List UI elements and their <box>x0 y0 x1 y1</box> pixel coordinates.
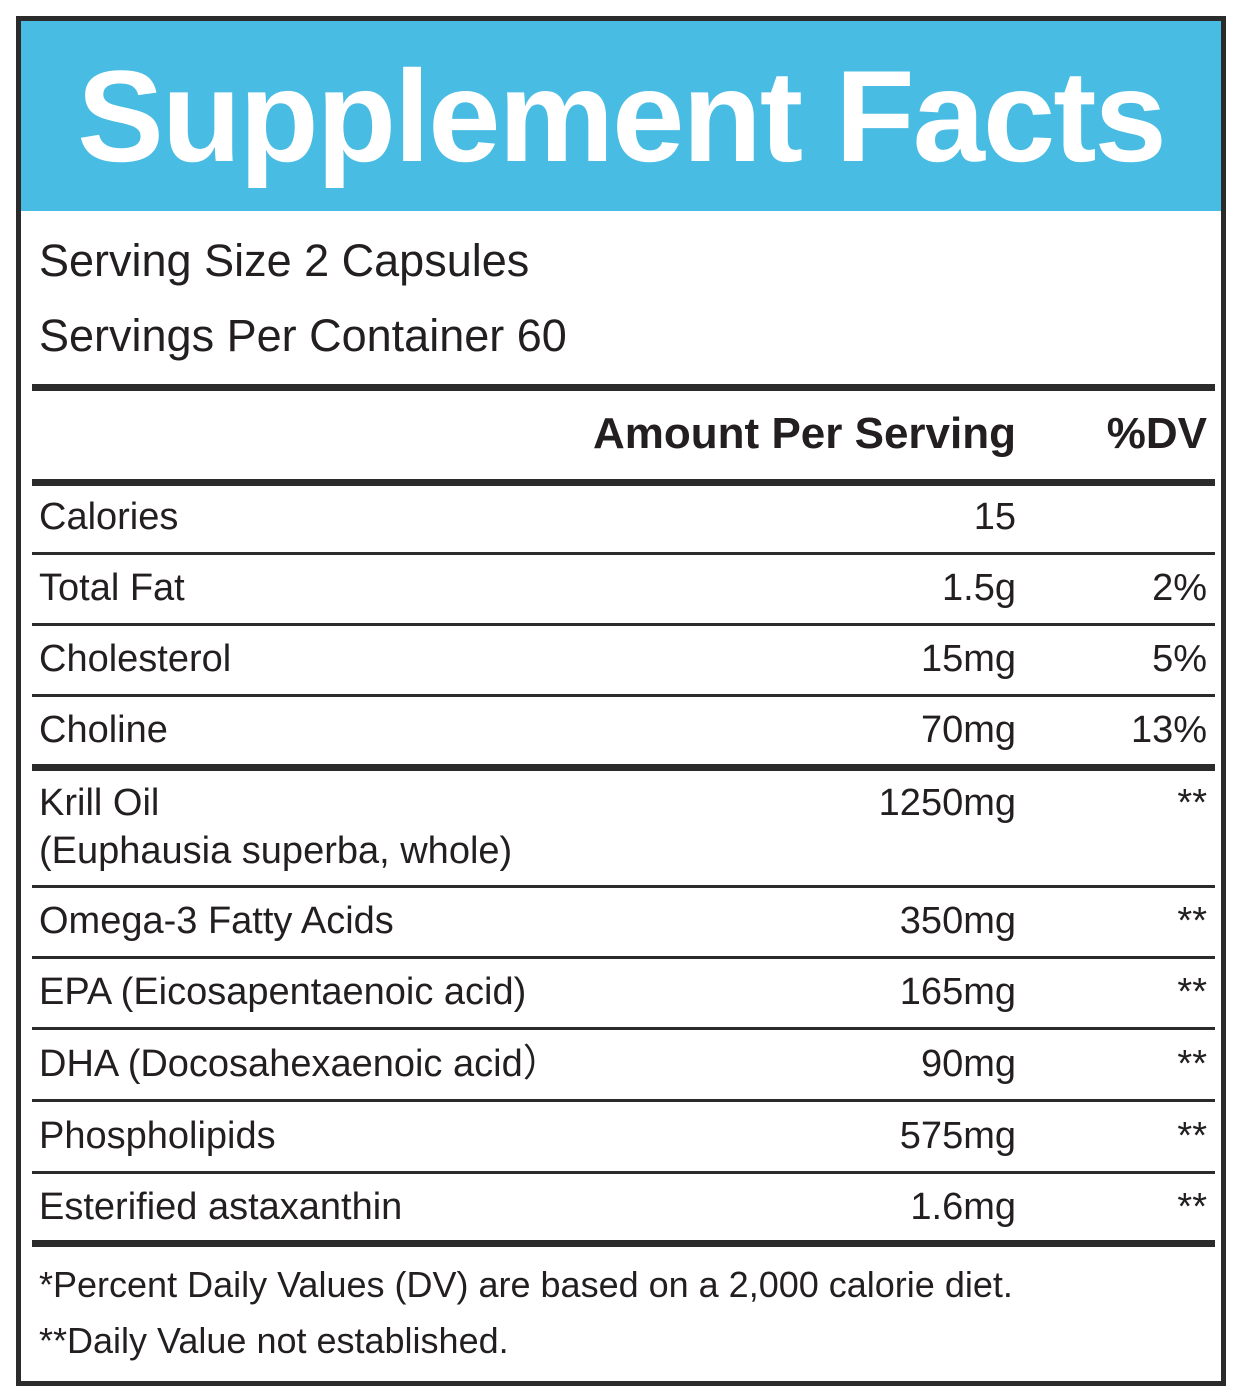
row-divider <box>32 1099 1215 1102</box>
divider-thick <box>32 1240 1215 1247</box>
nutrient-name: Omega-3 Fatty Acids <box>39 900 394 942</box>
nutrient-dv: ** <box>1177 1186 1207 1228</box>
serving-size: Serving Size 2 Capsules <box>39 235 530 286</box>
row-divider <box>32 885 1215 888</box>
row-divider <box>32 552 1215 555</box>
nutrient-amount: 575mg <box>899 1115 1016 1157</box>
nutrient-dv: 2% <box>1152 567 1207 609</box>
nutrient-name-main: Krill Oil <box>39 782 160 824</box>
nutrient-dv: 13% <box>1130 709 1207 751</box>
divider-thick <box>32 764 1215 771</box>
footnote-dv-not-established: **Daily Value not established. <box>39 1320 509 1361</box>
nutrient-dv: 5% <box>1152 638 1207 680</box>
row-divider <box>32 956 1215 959</box>
row-divider <box>32 1171 1215 1174</box>
nutrient-amount: 1.5g <box>942 567 1016 609</box>
divider-thick <box>32 384 1215 391</box>
nutrient-dv: ** <box>1177 971 1207 1013</box>
column-header-dv: %DV <box>1106 409 1207 458</box>
row-divider <box>32 1027 1215 1030</box>
nutrient-amount: 15 <box>973 496 1016 538</box>
nutrient-name: Esterified astaxanthin <box>39 1186 403 1228</box>
nutrient-amount: 1.6mg <box>910 1186 1016 1228</box>
nutrient-amount: 165mg <box>899 971 1016 1013</box>
nutrient-name-sub: (Euphausia superba, whole) <box>39 830 513 872</box>
nutrient-name: Calories <box>39 496 179 538</box>
nutrient-name: Krill Oil (Euphausia superba, whole) <box>39 779 512 875</box>
supplement-facts-panel: Supplement Facts Serving Size 2 Capsules… <box>16 16 1226 1386</box>
nutrient-dv: ** <box>1177 1115 1207 1157</box>
nutrient-name: Cholesterol <box>39 638 232 680</box>
nutrient-amount: 350mg <box>899 900 1016 942</box>
nutrient-name: DHA (Docosahexaenoic acid） <box>39 1043 561 1085</box>
nutrient-amount: 15mg <box>920 638 1016 680</box>
nutrient-table: Calories 15 Total Fat 1.5g 2% Cholestero… <box>21 21 1221 1381</box>
row-divider <box>32 694 1215 697</box>
nutrient-dv: ** <box>1177 782 1207 824</box>
nutrient-dv: ** <box>1177 1043 1207 1085</box>
panel-title: Supplement Facts <box>77 43 1167 189</box>
nutrient-amount: 1250mg <box>878 782 1016 824</box>
divider-thick <box>32 479 1215 486</box>
footnote-dv-basis: *Percent Daily Values (DV) are based on … <box>39 1264 1013 1305</box>
title-banner: Supplement Facts <box>21 21 1221 211</box>
row-divider <box>32 623 1215 626</box>
servings-per-container: Servings Per Container 60 <box>39 310 567 361</box>
column-header-amount: Amount Per Serving <box>593 409 1016 458</box>
nutrient-amount: 90mg <box>920 1043 1016 1085</box>
nutrient-name: Phospholipids <box>39 1115 276 1157</box>
nutrient-name: Choline <box>39 709 168 751</box>
nutrient-name: Total Fat <box>39 567 185 609</box>
nutrient-amount: 70mg <box>920 709 1016 751</box>
nutrient-dv: ** <box>1177 900 1207 942</box>
nutrient-name: EPA (Eicosapentaenoic acid) <box>39 971 527 1013</box>
